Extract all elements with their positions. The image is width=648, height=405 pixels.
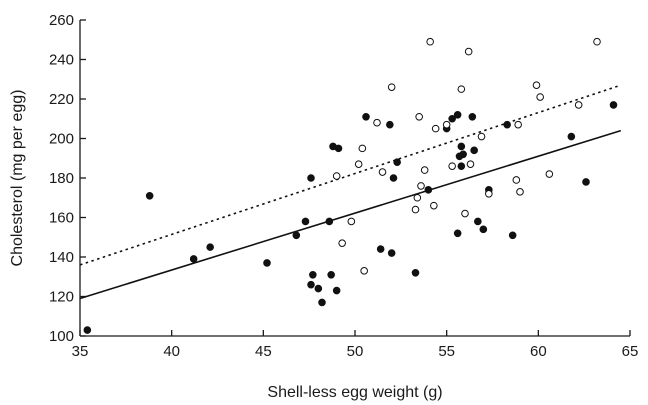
open-data-point bbox=[464, 47, 473, 56]
filled-data-point bbox=[309, 270, 317, 279]
open-data-point bbox=[430, 201, 438, 210]
filled-data-point bbox=[457, 162, 466, 170]
open-data-point bbox=[411, 205, 420, 214]
filled-data-point bbox=[206, 243, 214, 251]
x-tick-label: 55 bbox=[438, 343, 455, 360]
filled-data-point bbox=[263, 259, 271, 267]
filled-data-point bbox=[376, 245, 385, 253]
y-tick-label: 140 bbox=[49, 249, 74, 266]
open-data-point bbox=[516, 188, 524, 196]
filled-data-point bbox=[314, 284, 323, 293]
open-data-point bbox=[461, 209, 469, 218]
filled-data-point bbox=[468, 112, 477, 121]
y-tick-label: 240 bbox=[49, 52, 74, 69]
filled-data-point bbox=[424, 186, 433, 194]
filled-data-point bbox=[386, 120, 394, 129]
open-data-point bbox=[512, 176, 521, 184]
open-data-point bbox=[532, 81, 541, 89]
open-data-point bbox=[347, 217, 356, 226]
open-data-point bbox=[417, 182, 425, 190]
filled-data-point bbox=[325, 217, 334, 226]
filled-data-point bbox=[582, 178, 590, 186]
filled-data-point bbox=[307, 280, 315, 289]
filled-data-point bbox=[411, 269, 420, 277]
filled-data-point bbox=[327, 270, 335, 279]
open-data-point bbox=[387, 83, 396, 91]
open-data-point bbox=[338, 239, 346, 247]
filled-data-point bbox=[457, 142, 466, 151]
open-data-point bbox=[332, 172, 341, 180]
open-data-point bbox=[536, 93, 544, 101]
filled-data-point bbox=[332, 286, 341, 295]
filled-data-point bbox=[389, 174, 398, 182]
filled-data-point bbox=[448, 114, 456, 123]
open-data-point bbox=[378, 168, 387, 176]
x-axis-label: Shell-less egg weight (g) bbox=[267, 384, 442, 401]
open-data-point bbox=[354, 160, 363, 168]
filled-data-point bbox=[334, 144, 343, 153]
open-data-point bbox=[477, 132, 486, 141]
filled-data-point bbox=[453, 111, 462, 119]
open-data-point bbox=[593, 37, 601, 46]
open-data-point bbox=[442, 120, 451, 129]
open-data-point bbox=[360, 267, 368, 275]
filled-data-point bbox=[459, 150, 467, 159]
filled-data-point bbox=[292, 231, 301, 240]
open-data-point bbox=[431, 124, 440, 133]
open-data-point bbox=[415, 112, 423, 121]
filled-data-point bbox=[503, 120, 511, 129]
filled-data-point bbox=[453, 229, 462, 238]
filled-data-point bbox=[145, 191, 154, 200]
x-tick-label: 65 bbox=[622, 343, 639, 360]
x-tick-label: 45 bbox=[255, 343, 272, 360]
filled-data-point bbox=[307, 174, 315, 182]
filled-data-point bbox=[567, 132, 576, 141]
filled-data-point bbox=[508, 231, 517, 240]
filled-data-point bbox=[362, 112, 370, 121]
open-data-point bbox=[426, 37, 434, 46]
y-tick-label: 200 bbox=[49, 131, 74, 148]
dotted-fit-line bbox=[79, 84, 622, 266]
open-data-point bbox=[373, 118, 381, 127]
filled-data-point bbox=[479, 225, 488, 234]
y-tick-label: 260 bbox=[49, 12, 74, 29]
open-data-point bbox=[545, 170, 554, 178]
open-data-point bbox=[514, 120, 522, 129]
filled-data-point bbox=[609, 101, 618, 109]
open-data-point bbox=[420, 166, 429, 174]
y-tick-label: 180 bbox=[49, 170, 74, 187]
plot-area: 100 120 140 160 180 200 220 240 260 35 40 45 50 55 60 6… bbox=[49, 12, 638, 360]
filled-data-point bbox=[189, 255, 198, 263]
x-tick-label: 40 bbox=[163, 343, 180, 360]
filled-data-point bbox=[470, 146, 478, 155]
solid-fit-line bbox=[79, 129, 622, 300]
open-data-point bbox=[466, 160, 475, 168]
x-tick-label: 50 bbox=[347, 343, 364, 360]
open-data-point bbox=[448, 162, 456, 170]
filled-data-point bbox=[387, 249, 396, 257]
x-tick-label: 35 bbox=[72, 343, 89, 360]
filled-data-point bbox=[83, 326, 92, 334]
y-tick-label: 100 bbox=[49, 328, 74, 345]
filled-data-point bbox=[393, 158, 401, 166]
y-axis-label: Cholesterol (mg per egg) bbox=[9, 90, 26, 267]
filled-data-point bbox=[318, 298, 326, 307]
open-data-point bbox=[485, 190, 493, 198]
open-data-point bbox=[413, 193, 422, 202]
open-data-point bbox=[574, 101, 583, 109]
y-tick-label: 160 bbox=[49, 210, 74, 227]
y-tick-label: 120 bbox=[49, 289, 74, 306]
filled-data-point bbox=[474, 217, 482, 226]
open-data-point bbox=[457, 85, 466, 93]
filled-data-point bbox=[301, 217, 310, 226]
x-tick-label: 60 bbox=[530, 343, 547, 360]
open-data-point bbox=[358, 144, 367, 153]
y-tick-label: 220 bbox=[49, 91, 74, 108]
